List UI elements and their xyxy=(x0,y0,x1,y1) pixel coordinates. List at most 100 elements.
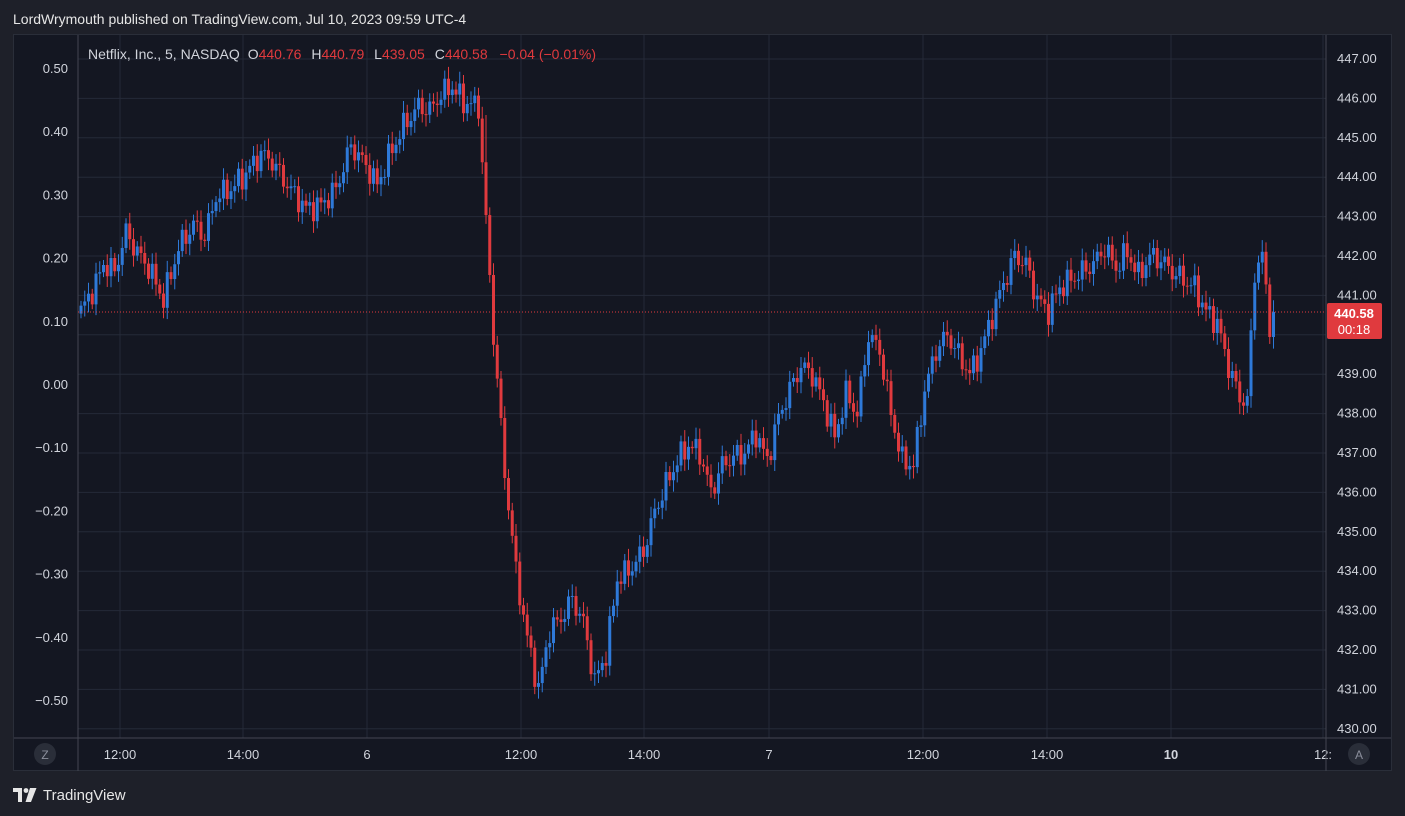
time-tick-label: 14:00 xyxy=(227,747,260,762)
candle-body xyxy=(934,356,938,361)
price-tick-label: 437.00 xyxy=(1337,445,1377,460)
candle-body xyxy=(1212,306,1215,334)
candle-body xyxy=(548,643,552,648)
candle-body xyxy=(998,290,1002,299)
candle-body xyxy=(293,186,297,188)
candle-body xyxy=(555,617,559,620)
candle-body xyxy=(507,478,510,511)
candle-body xyxy=(233,186,237,192)
candle-body xyxy=(1080,260,1084,280)
candle-body xyxy=(1185,285,1189,287)
candle-body xyxy=(135,246,139,256)
candle-body xyxy=(795,377,799,383)
candle-body xyxy=(852,403,855,412)
candle-body xyxy=(612,605,615,617)
candle-body xyxy=(1114,260,1118,271)
candle-body xyxy=(237,168,240,187)
candle-body xyxy=(124,223,128,248)
candle-body xyxy=(113,257,117,272)
candle-body xyxy=(132,239,135,256)
candle-body xyxy=(672,472,675,481)
candle-body xyxy=(597,670,600,674)
candle-body xyxy=(889,381,893,415)
candle-body xyxy=(147,263,150,279)
price-tick-label: 439.00 xyxy=(1337,366,1377,381)
candle-body xyxy=(267,150,270,159)
open-label: O xyxy=(248,46,259,62)
candle-body xyxy=(818,377,822,390)
candle-body xyxy=(1219,318,1223,334)
candle-body xyxy=(893,414,897,433)
candle-body xyxy=(953,348,957,350)
candle-body xyxy=(627,560,630,576)
candle-body xyxy=(203,239,207,241)
price-tick-label: 441.00 xyxy=(1337,287,1377,302)
candle-body xyxy=(972,355,975,374)
candle-body xyxy=(897,432,900,452)
candle-body xyxy=(690,446,694,449)
publish-bar: LordWrymouth published on TradingView.co… xyxy=(0,0,1405,34)
candle-body xyxy=(188,234,192,244)
close-value: 440.58 xyxy=(445,46,488,62)
candle-body xyxy=(765,448,769,457)
candle-body xyxy=(1238,381,1242,403)
pct-tick-label: −0.20 xyxy=(35,503,68,518)
candle-body xyxy=(462,83,465,114)
candle-body xyxy=(713,487,717,494)
candle-body xyxy=(1054,293,1058,295)
candle-body xyxy=(660,500,664,508)
candle-body xyxy=(154,263,158,285)
candle-body xyxy=(1230,370,1234,378)
candle-body xyxy=(495,344,499,379)
candle-body xyxy=(368,165,372,184)
candle-body xyxy=(432,101,435,104)
candle-body xyxy=(323,200,327,203)
axes: 447.00 446.00 445.00 444.00 443.00 442.00 441.… xyxy=(14,35,1391,771)
candle-body xyxy=(604,663,608,666)
low-value: 439.05 xyxy=(382,46,425,62)
candle-body xyxy=(803,362,807,368)
candle-body xyxy=(837,424,840,438)
pct-tick-label: −0.30 xyxy=(35,567,68,582)
pct-tick-label: 0.30 xyxy=(43,187,68,202)
candle-body xyxy=(1170,265,1174,280)
candle-body xyxy=(1002,283,1005,291)
high-value: 440.79 xyxy=(321,46,364,62)
candle-body xyxy=(1260,251,1264,263)
candle-body xyxy=(439,99,443,105)
candle-body xyxy=(420,97,424,115)
candle-body xyxy=(1200,302,1204,308)
pct-tick-label: 0.20 xyxy=(43,251,68,266)
candle-body xyxy=(799,367,803,383)
candle-body xyxy=(1155,247,1159,269)
candle-body xyxy=(784,408,788,410)
candle-body xyxy=(990,319,994,330)
candle-body xyxy=(278,163,282,165)
candle-body xyxy=(687,446,690,460)
pct-tick-label: −0.10 xyxy=(35,440,68,455)
scale-button-left[interactable]: Z xyxy=(34,743,56,765)
auto-scale-button[interactable]: A xyxy=(1348,743,1370,765)
candle-body xyxy=(807,362,810,369)
candle-body xyxy=(758,438,762,448)
candle-body xyxy=(949,335,953,349)
pct-tick-label: 0.50 xyxy=(43,61,68,76)
candle-body xyxy=(1020,265,1024,267)
candle-body xyxy=(169,272,173,280)
price-badge-price: 440.58 xyxy=(1334,306,1374,321)
price-tick-label: 432.00 xyxy=(1337,642,1377,657)
candle-body xyxy=(825,400,829,427)
candle-body xyxy=(289,186,293,189)
candle-body xyxy=(919,425,923,427)
candle-body xyxy=(398,139,402,145)
candle-body xyxy=(1249,330,1253,397)
candle-body xyxy=(372,168,375,184)
candle-body xyxy=(702,464,705,467)
candle-body xyxy=(447,78,450,96)
candle-body xyxy=(915,426,919,468)
candle-body xyxy=(593,673,597,675)
candle-body xyxy=(927,373,930,392)
candle-body xyxy=(540,666,544,684)
candle-body xyxy=(327,200,330,209)
